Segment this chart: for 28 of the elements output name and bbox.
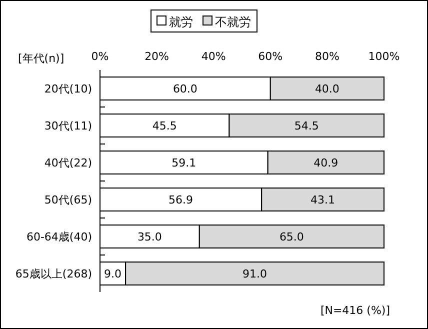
data-label: 40.0 bbox=[314, 82, 340, 96]
data-label: 45.5 bbox=[152, 120, 177, 132]
data-label: 40.9 bbox=[314, 156, 338, 170]
text: [N=416 (%)] bbox=[320, 304, 390, 317]
data-label: 56.9 bbox=[168, 194, 194, 206]
x-tick-label: 60% bbox=[258, 50, 283, 63]
y-tick-label: 20代(10) bbox=[44, 82, 92, 96]
data-label: 54.5 bbox=[294, 120, 319, 132]
data-label: 91.0 bbox=[242, 268, 268, 280]
x-tick-label: 100% bbox=[368, 50, 400, 63]
y-tick-label: 65歳以上(268) bbox=[15, 268, 92, 280]
y-tick-label: 60-64歳(40) bbox=[26, 230, 92, 244]
data-label: 65.0 bbox=[279, 230, 304, 244]
x-tick-label: 80% bbox=[314, 50, 340, 63]
x-tick-label: 0% bbox=[91, 50, 109, 63]
y-tick-label: 40代(22) bbox=[44, 156, 92, 170]
y-axis-title: [年代(n)] bbox=[18, 52, 64, 65]
legend-label: 不就労 bbox=[215, 15, 251, 29]
data-label: 43.1 bbox=[310, 194, 336, 206]
data-label: 59.1 bbox=[172, 156, 196, 170]
x-tick-label: 40% bbox=[201, 50, 226, 63]
data-label: 60.0 bbox=[172, 82, 198, 96]
y-tick-label: 30代(11) bbox=[44, 120, 92, 132]
data-label: 35.0 bbox=[137, 230, 162, 244]
y-tick-label: 50代(65) bbox=[44, 194, 92, 206]
legend-label: 就労 bbox=[169, 15, 193, 29]
data-label: 9.0 bbox=[104, 268, 122, 280]
x-tick-label: 20% bbox=[144, 50, 170, 63]
